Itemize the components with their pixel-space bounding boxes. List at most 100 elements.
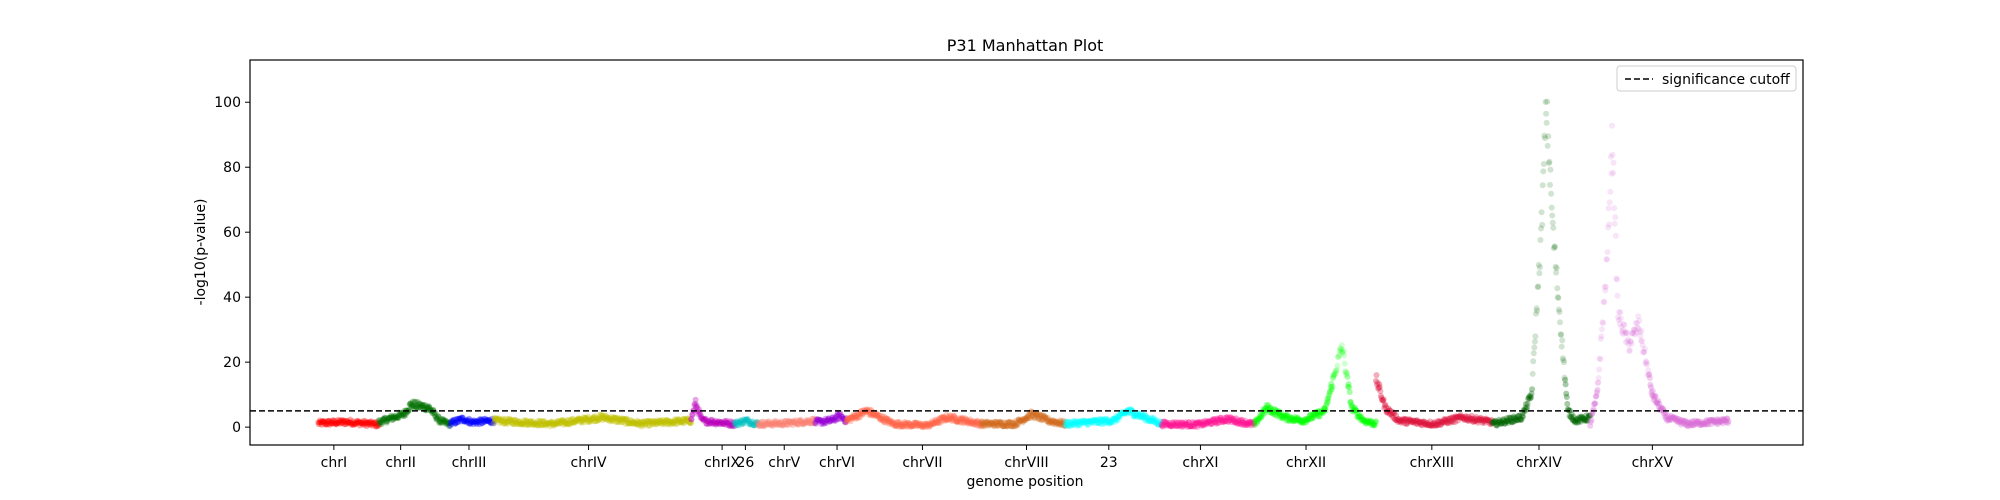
data-point — [330, 417, 337, 424]
data-point — [584, 415, 591, 422]
data-point — [1058, 422, 1065, 428]
data-point — [1134, 414, 1141, 420]
data-point — [965, 418, 972, 425]
data-point — [1018, 417, 1025, 424]
data-point — [505, 416, 512, 423]
data-point — [678, 419, 685, 425]
data-point — [622, 420, 629, 427]
data-point — [975, 421, 982, 428]
data-point — [819, 418, 826, 425]
data-point — [936, 415, 943, 422]
data-point — [671, 418, 678, 425]
data-point — [347, 416, 354, 423]
data-point — [1148, 415, 1154, 422]
data-point — [538, 421, 544, 428]
data-point — [1080, 419, 1087, 426]
data-point — [499, 415, 506, 422]
data-point — [1628, 340, 1635, 347]
data-point — [363, 419, 369, 426]
data-point — [610, 414, 617, 421]
data-point — [501, 420, 508, 427]
data-point — [827, 417, 833, 424]
data-point — [437, 418, 444, 425]
data-point — [452, 420, 459, 427]
data-point — [1143, 413, 1149, 420]
series-chrIX — [688, 396, 738, 430]
data-point — [333, 421, 340, 428]
data-point — [848, 413, 855, 420]
data-point — [1003, 423, 1010, 430]
data-point — [458, 418, 465, 425]
data-point — [891, 420, 898, 426]
data-point — [967, 420, 974, 427]
data-point — [797, 418, 804, 425]
data-point — [844, 417, 851, 423]
data-point — [631, 420, 638, 427]
data-point — [808, 415, 815, 422]
data-point — [615, 415, 622, 422]
data-point — [804, 419, 811, 426]
data-point — [588, 416, 595, 423]
data-point — [769, 422, 776, 429]
x-tick-label-chrIX: chrIX — [704, 455, 740, 471]
data-point — [981, 418, 988, 425]
data-point — [350, 422, 357, 429]
data-point — [992, 418, 999, 425]
data-point — [570, 419, 577, 426]
data-point — [888, 420, 895, 427]
data-point — [705, 418, 711, 425]
data-point — [441, 417, 448, 424]
data-point — [484, 417, 491, 424]
data-point — [724, 420, 731, 426]
data-point — [334, 420, 341, 427]
data-point — [373, 419, 380, 425]
data-point — [498, 418, 504, 425]
data-point — [898, 421, 905, 428]
data-point — [345, 420, 352, 427]
data-point — [1612, 232, 1619, 239]
data-point — [586, 416, 593, 423]
data-point — [934, 419, 940, 425]
data-point — [971, 421, 978, 428]
data-point — [456, 416, 463, 422]
data-point — [661, 421, 668, 428]
data-point — [1610, 169, 1617, 176]
data-point — [372, 420, 378, 427]
data-point — [942, 417, 949, 424]
data-point — [932, 417, 939, 424]
data-point — [471, 417, 478, 424]
data-point — [1145, 415, 1152, 421]
data-point — [426, 405, 433, 411]
data-point — [468, 417, 475, 424]
data-point — [985, 421, 992, 428]
data-point — [406, 401, 413, 408]
data-point — [408, 402, 415, 409]
data-point — [741, 417, 748, 424]
data-point — [1144, 418, 1151, 424]
data-point — [1096, 420, 1103, 427]
data-point — [444, 420, 451, 426]
data-point — [758, 419, 765, 426]
data-point — [511, 416, 518, 423]
data-point — [675, 416, 682, 422]
data-point — [771, 421, 778, 428]
data-point — [416, 404, 423, 411]
data-point — [739, 421, 746, 428]
data-point — [890, 420, 897, 427]
data-point — [1604, 256, 1610, 263]
data-point — [692, 400, 698, 407]
data-point — [400, 411, 407, 418]
data-point — [935, 418, 942, 425]
data-point — [509, 420, 516, 427]
data-point — [422, 402, 429, 408]
data-point — [985, 422, 992, 429]
data-point — [587, 416, 594, 423]
data-point — [1136, 414, 1143, 421]
data-point — [727, 422, 734, 429]
data-point — [494, 416, 501, 423]
data-point — [999, 422, 1006, 429]
data-point — [521, 421, 528, 428]
x-tick-label-chrXIII: chrXIII — [1410, 455, 1454, 471]
data-point — [924, 420, 931, 427]
data-point — [549, 418, 556, 425]
